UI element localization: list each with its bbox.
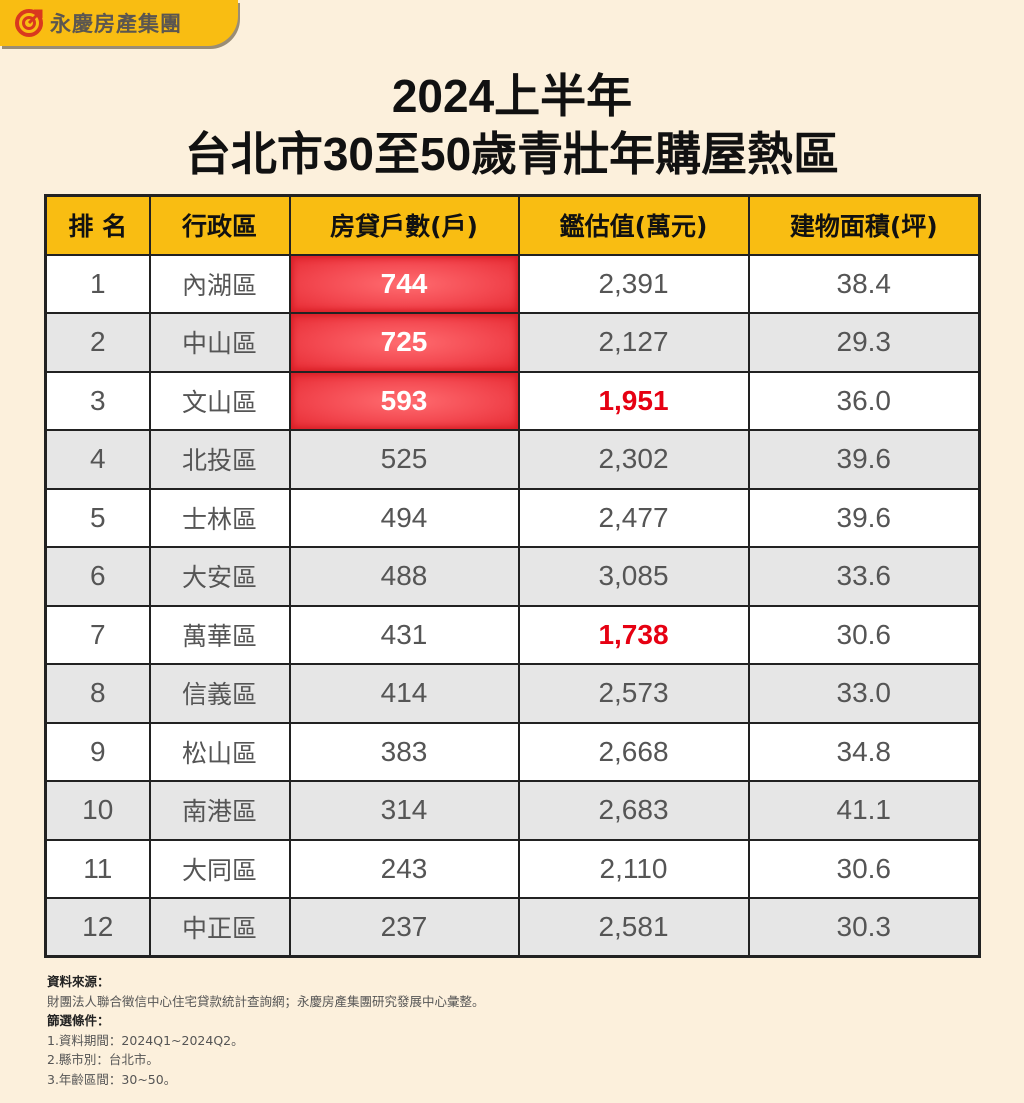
cell-value: 2,127 — [517, 312, 750, 373]
cell-loans: 383 — [288, 721, 520, 782]
cell-district: 文山區 — [148, 370, 291, 431]
cell-value: 2,302 — [517, 429, 750, 490]
header-rank: 排 名 — [44, 194, 151, 256]
table-row: 2 中山區 725 2,127 29.3 — [44, 312, 981, 373]
source-heading: 資料來源： — [47, 974, 110, 989]
cell-area: 33.0 — [747, 663, 981, 724]
cell-area: 33.6 — [747, 546, 981, 607]
cell-district: 中山區 — [148, 312, 291, 373]
cell-area: 30.6 — [747, 838, 981, 899]
ranking-table: 排 名 行政區 房貸戶數(戶) 鑑估值(萬元) 建物面積(坪) 1 內湖區 74… — [44, 194, 981, 958]
filter-item: 1.資料期間：2024Q1~2024Q2。 — [47, 1032, 244, 1048]
cell-value-highlight: 1,738 — [517, 604, 750, 665]
cell-district: 中正區 — [148, 897, 291, 958]
filter-item: 3.年齡區間：30~50。 — [47, 1071, 177, 1087]
cell-rank: 4 — [44, 429, 151, 490]
page-title-line2: 台北市30至50歲青壯年購屋熱區 — [184, 128, 840, 180]
footnotes: 資料來源： 財團法人聯合徵信中心住宅貸款統計查詢網；永慶房產集團研究發展中心彙整… — [47, 972, 485, 1089]
header-district: 行政區 — [148, 194, 291, 256]
cell-area: 30.6 — [747, 604, 981, 665]
cell-rank: 9 — [44, 721, 151, 782]
cell-area: 34.8 — [747, 721, 981, 782]
table-row: 9 松山區 383 2,668 34.8 — [44, 721, 981, 782]
header-loans: 房貸戶數(戶) — [288, 194, 520, 256]
cell-loans: 237 — [288, 897, 520, 958]
cell-value: 2,683 — [517, 780, 750, 841]
cell-district: 大同區 — [148, 838, 291, 899]
source-text: 財團法人聯合徵信中心住宅貸款統計查詢網；永慶房產集團研究發展中心彙整。 — [47, 993, 485, 1009]
cell-loans-highlight: 725 — [288, 312, 520, 373]
cell-loans: 243 — [288, 838, 520, 899]
table-row: 1 內湖區 744 2,391 38.4 — [44, 253, 981, 314]
cell-rank: 7 — [44, 604, 151, 665]
cell-area: 30.3 — [747, 897, 981, 958]
table-row: 8 信義區 414 2,573 33.0 — [44, 663, 981, 724]
cell-rank: 1 — [44, 253, 151, 314]
filter-heading: 篩選條件： — [47, 1013, 110, 1028]
table-row: 5 士林區 494 2,477 39.6 — [44, 487, 981, 548]
cell-value: 3,085 — [517, 546, 750, 607]
cell-district: 萬華區 — [148, 604, 291, 665]
cell-loans: 314 — [288, 780, 520, 841]
cell-district: 松山區 — [148, 721, 291, 782]
page-title-line1: 2024上半年 — [391, 70, 633, 122]
cell-value: 2,110 — [517, 838, 750, 899]
cell-loans: 431 — [288, 604, 520, 665]
cell-value: 2,668 — [517, 721, 750, 782]
cell-loans: 494 — [288, 487, 520, 548]
cell-rank: 3 — [44, 370, 151, 431]
cell-area: 36.0 — [747, 370, 981, 431]
cell-district: 北投區 — [148, 429, 291, 490]
cell-rank: 10 — [44, 780, 151, 841]
cell-district: 大安區 — [148, 546, 291, 607]
cell-value: 2,573 — [517, 663, 750, 724]
table-row: 10 南港區 314 2,683 41.1 — [44, 780, 981, 841]
cell-area: 41.1 — [747, 780, 981, 841]
table-row: 7 萬華區 431 1,738 30.6 — [44, 604, 981, 665]
brand-header: 永慶房產集團 — [0, 0, 238, 46]
cell-value: 2,391 — [517, 253, 750, 314]
header-value: 鑑估值(萬元) — [517, 194, 750, 256]
cell-rank: 11 — [44, 838, 151, 899]
cell-loans: 488 — [288, 546, 520, 607]
brand-logo-icon — [15, 9, 43, 37]
cell-district: 士林區 — [148, 487, 291, 548]
cell-value-highlight: 1,951 — [517, 370, 750, 431]
cell-loans: 414 — [288, 663, 520, 724]
cell-area: 38.4 — [747, 253, 981, 314]
header-area: 建物面積(坪) — [747, 194, 981, 256]
table-row: 12 中正區 237 2,581 30.3 — [44, 897, 981, 958]
cell-rank: 6 — [44, 546, 151, 607]
table-row: 3 文山區 593 1,951 36.0 — [44, 370, 981, 431]
filter-item: 2.縣市別：台北市。 — [47, 1052, 159, 1067]
cell-loans-highlight: 593 — [288, 370, 520, 431]
cell-rank: 2 — [44, 312, 151, 373]
cell-district: 內湖區 — [148, 253, 291, 314]
table-row: 4 北投區 525 2,302 39.6 — [44, 429, 981, 490]
cell-rank: 8 — [44, 663, 151, 724]
cell-loans: 525 — [288, 429, 520, 490]
cell-value: 2,477 — [517, 487, 750, 548]
cell-rank: 12 — [44, 897, 151, 958]
cell-district: 信義區 — [148, 663, 291, 724]
table-header-row: 排 名 行政區 房貸戶數(戶) 鑑估值(萬元) 建物面積(坪) — [44, 194, 981, 256]
cell-rank: 5 — [44, 487, 151, 548]
cell-area: 39.6 — [747, 429, 981, 490]
cell-loans-highlight: 744 — [288, 253, 520, 314]
table-row: 6 大安區 488 3,085 33.6 — [44, 546, 981, 607]
brand-name: 永慶房產集團 — [50, 12, 182, 36]
cell-value: 2,581 — [517, 897, 750, 958]
cell-area: 39.6 — [747, 487, 981, 548]
cell-district: 南港區 — [148, 780, 291, 841]
table-row: 11 大同區 243 2,110 30.6 — [44, 838, 981, 899]
cell-area: 29.3 — [747, 312, 981, 373]
